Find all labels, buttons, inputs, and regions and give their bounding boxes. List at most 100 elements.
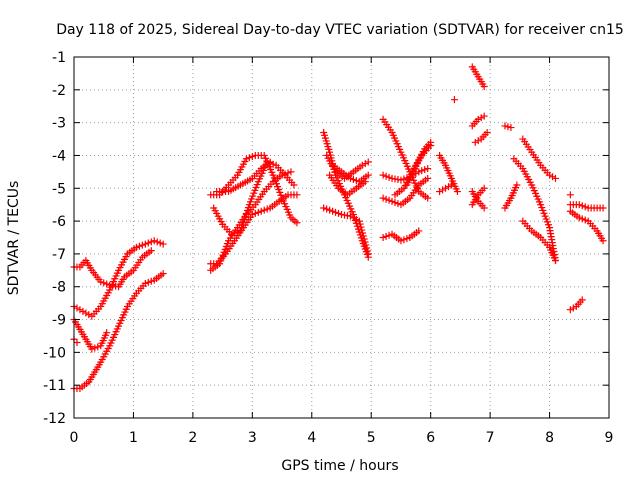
data-point <box>260 206 268 214</box>
data-point <box>242 155 250 163</box>
data-point <box>578 296 586 304</box>
data-point <box>379 234 387 241</box>
data-point <box>436 188 444 196</box>
data-point <box>355 217 363 225</box>
data-point <box>147 247 155 255</box>
data-point <box>546 171 554 179</box>
data-point <box>332 208 340 216</box>
data-point <box>329 207 337 215</box>
data-point <box>439 186 447 194</box>
x-tick-label: 7 <box>486 430 495 446</box>
data-point <box>245 154 253 162</box>
data-point <box>251 209 259 217</box>
data-point <box>480 112 488 120</box>
data-point <box>76 306 84 314</box>
data-point <box>442 184 450 192</box>
data-point <box>447 181 455 189</box>
data-point <box>363 247 371 255</box>
data-point <box>424 174 432 182</box>
data-point <box>581 216 589 224</box>
data-point <box>507 124 515 132</box>
data-point <box>320 204 328 212</box>
data-point <box>385 173 393 181</box>
data-point <box>578 215 586 223</box>
x-tick-label: 8 <box>545 430 554 446</box>
data-point <box>91 344 99 352</box>
data-point <box>361 178 369 186</box>
data-point <box>453 188 461 196</box>
y-tick-label: -1 <box>52 50 66 66</box>
data-point <box>360 235 368 243</box>
data-point <box>415 168 423 176</box>
data-point <box>88 345 96 353</box>
data-point <box>228 230 236 238</box>
data-point <box>349 214 357 222</box>
data-point <box>231 229 238 237</box>
data-point <box>504 123 512 131</box>
x-tick-label: 6 <box>426 430 435 446</box>
data-point <box>79 307 87 315</box>
data-point <box>138 241 146 249</box>
y-tick-label: -11 <box>43 378 66 394</box>
data-point <box>233 228 241 236</box>
data-point <box>552 174 559 182</box>
y-tick-label: -9 <box>52 313 66 329</box>
data-point <box>147 238 155 246</box>
data-point <box>147 277 155 285</box>
data-point <box>477 114 485 122</box>
data-point <box>599 204 607 212</box>
x-tick-label: 0 <box>70 430 79 446</box>
data-point <box>326 206 334 214</box>
data-point <box>323 205 331 213</box>
data-point <box>346 212 354 220</box>
data-point <box>159 270 167 278</box>
data-point <box>362 241 370 249</box>
data-point <box>397 176 405 184</box>
data-point <box>156 239 164 247</box>
y-tick-label: -6 <box>52 214 66 230</box>
data-point <box>266 158 274 166</box>
data-point <box>364 171 372 179</box>
y-tick-label: -4 <box>52 148 66 164</box>
axis-ticks: 0 1 2 3 4 5 6 7 8 9 -12 -11 -10 -9 -8 -7 -6 -5 -4 -3 -2 -1 <box>43 50 613 446</box>
data-point <box>290 181 298 189</box>
data-point <box>135 242 143 250</box>
data-point <box>474 137 482 145</box>
y-tick-label: -2 <box>52 83 66 99</box>
data-point <box>82 309 90 317</box>
y-axis-label: SDTVAR / TECUs <box>6 181 22 296</box>
y-tick-label: -10 <box>43 345 66 361</box>
data-point <box>391 198 399 206</box>
data-point <box>132 243 140 251</box>
x-tick-label: 9 <box>605 430 614 446</box>
y-tick-label: -3 <box>52 116 66 132</box>
data-point <box>257 207 265 215</box>
data-point <box>346 174 354 182</box>
data-point <box>575 214 583 222</box>
data-point <box>97 278 105 286</box>
data-point <box>352 215 360 223</box>
y-tick-label: -12 <box>43 411 66 427</box>
data-point <box>575 201 583 209</box>
chart-title: Day 118 of 2025, Sidereal Day-to-day VTE… <box>56 22 624 38</box>
data-point <box>501 122 509 130</box>
data-point <box>424 194 432 202</box>
data-point <box>474 115 482 123</box>
data-point <box>421 166 429 174</box>
data-point <box>103 329 111 337</box>
data-point <box>357 223 365 231</box>
data-point <box>382 172 390 180</box>
data-point <box>397 237 405 245</box>
data-point <box>379 171 387 179</box>
data-point <box>153 238 161 246</box>
y-tick-label: -7 <box>52 247 66 263</box>
data-point <box>483 128 491 136</box>
data-points <box>70 63 607 392</box>
x-tick-label: 3 <box>248 430 257 446</box>
data-point <box>141 240 149 248</box>
data-point <box>471 138 479 146</box>
data-point <box>248 153 256 161</box>
data-point <box>358 226 366 234</box>
data-point <box>103 280 111 288</box>
data-point <box>361 160 369 168</box>
